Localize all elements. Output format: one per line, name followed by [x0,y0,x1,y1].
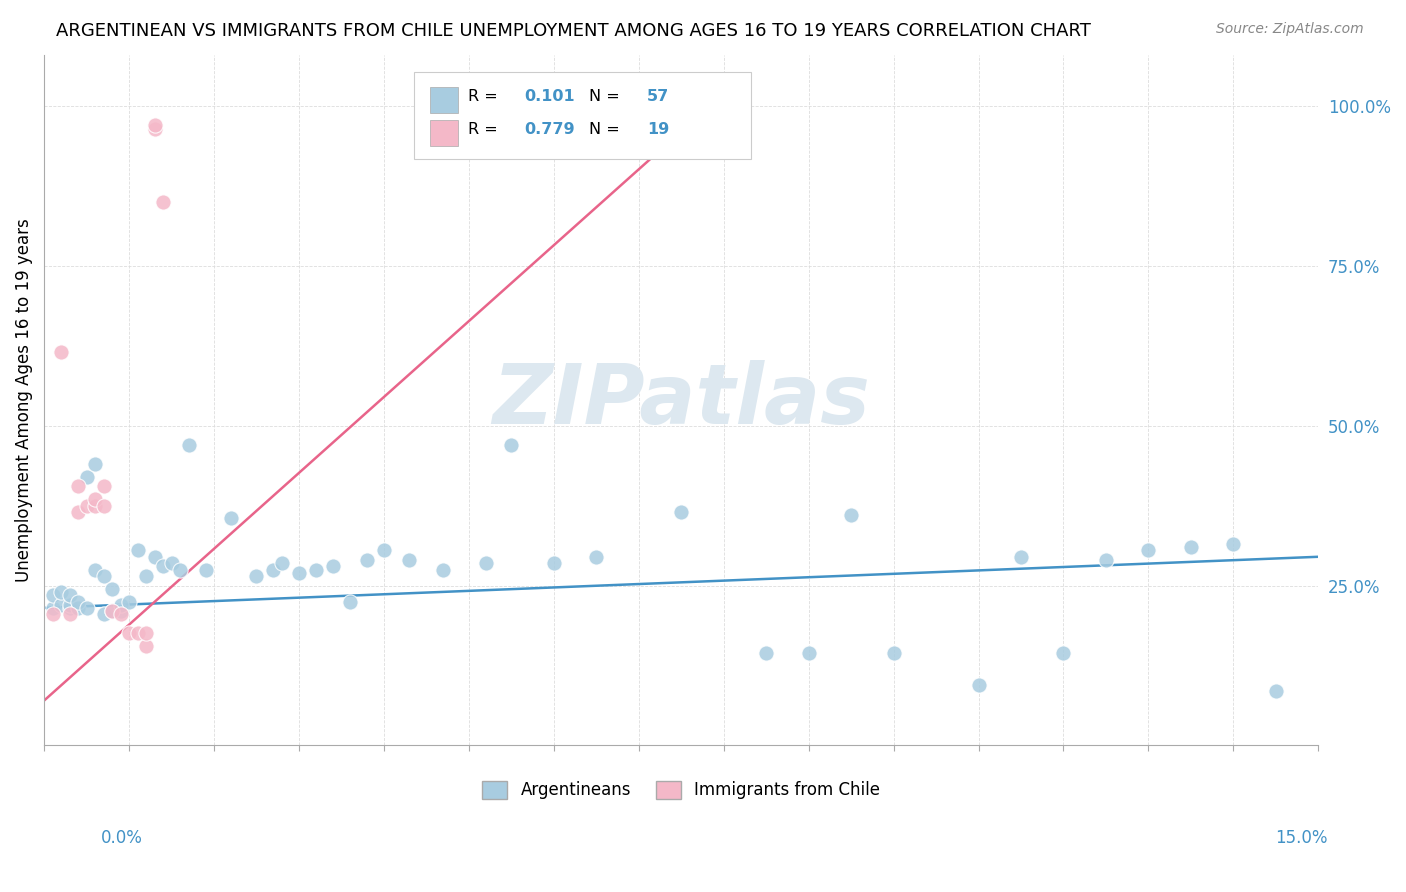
Point [135,626,157,640]
Point [93,607,115,622]
Point [245,569,267,583]
Point [76,470,98,484]
Point [143,119,166,133]
Point [84,492,107,507]
Point [58,588,80,602]
Point [152,195,174,210]
Point [76,601,98,615]
Point [1095,553,1118,567]
Point [1052,646,1074,660]
Point [755,646,778,660]
Point [1180,540,1202,554]
Text: 57: 57 [647,89,669,104]
Point [67,505,90,519]
Point [127,543,149,558]
Point [398,553,420,567]
Point [356,553,378,567]
Point [169,563,191,577]
Text: N =: N = [589,122,626,137]
Point [475,556,498,570]
Point [1222,537,1244,551]
Point [262,563,284,577]
Point [58,607,80,622]
Point [322,559,344,574]
Point [41,588,63,602]
Point [84,499,107,513]
Point [67,594,90,608]
Text: 15.0%: 15.0% [1275,830,1327,847]
Point [135,639,157,653]
Text: 0.779: 0.779 [524,122,575,137]
Point [288,566,311,580]
Point [118,594,141,608]
Point [432,563,454,577]
Point [93,569,115,583]
Point [84,457,107,471]
Text: R =: R = [468,89,503,104]
Point [669,505,692,519]
Point [110,598,132,612]
Point [177,438,200,452]
Point [101,604,124,618]
Point [883,646,905,660]
Text: N =: N = [589,89,626,104]
Text: ZIPatlas: ZIPatlas [492,359,870,441]
Text: 0.0%: 0.0% [101,830,143,847]
Point [93,479,115,493]
Point [501,438,523,452]
Point [101,582,124,596]
Point [41,601,63,615]
Point [127,626,149,640]
Text: 0.101: 0.101 [524,89,575,104]
Point [67,601,90,615]
Point [58,598,80,612]
Point [160,556,183,570]
Point [152,559,174,574]
FancyBboxPatch shape [413,72,751,159]
Text: ARGENTINEAN VS IMMIGRANTS FROM CHILE UNEMPLOYMENT AMONG AGES 16 TO 19 YEARS CORR: ARGENTINEAN VS IMMIGRANTS FROM CHILE UNE… [56,22,1091,40]
Point [110,607,132,622]
Text: 19: 19 [647,122,669,137]
Point [49,345,72,359]
Point [373,543,395,558]
Point [194,563,217,577]
Point [49,585,72,599]
Point [93,499,115,513]
Point [143,549,166,564]
Text: Source: ZipAtlas.com: Source: ZipAtlas.com [1216,22,1364,37]
Point [305,563,328,577]
Point [135,569,157,583]
Text: R =: R = [468,122,503,137]
Point [839,508,862,523]
Point [118,626,141,640]
FancyBboxPatch shape [430,120,458,146]
Point [797,646,820,660]
Point [543,556,565,570]
Point [271,556,294,570]
Point [41,607,63,622]
Point [143,121,166,136]
Point [967,677,990,691]
Point [585,549,607,564]
Point [58,601,80,615]
Point [84,563,107,577]
Point [110,604,132,618]
Point [1264,684,1286,698]
Point [1137,543,1160,558]
Point [67,479,90,493]
Y-axis label: Unemployment Among Ages 16 to 19 years: Unemployment Among Ages 16 to 19 years [15,219,32,582]
Point [339,594,361,608]
Point [219,511,242,525]
Point [101,604,124,618]
Point [1010,549,1032,564]
FancyBboxPatch shape [430,87,458,113]
Point [76,499,98,513]
Legend: Argentineans, Immigrants from Chile: Argentineans, Immigrants from Chile [475,774,887,806]
Point [49,598,72,612]
